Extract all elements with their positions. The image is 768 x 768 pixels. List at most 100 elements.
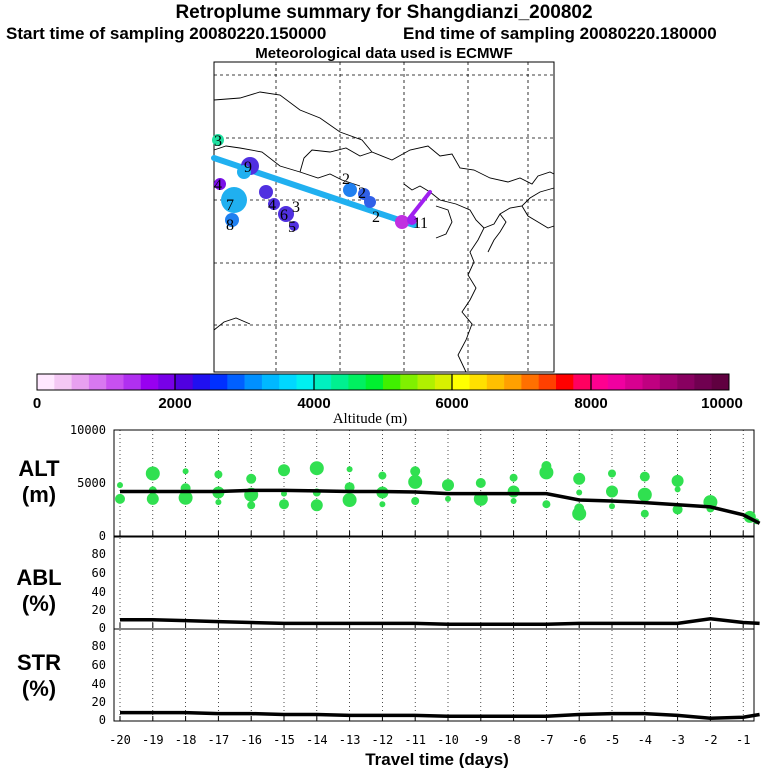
map-panel: 1 1 2 2 2 3 4 5 6 7 8 9 3 4 [211,61,555,373]
colorbar-tick-label: 6000 [435,395,468,412]
plume-label: 9 [244,159,252,176]
alt-scatter-point [509,473,518,482]
x-tick-label: -15 [273,733,295,747]
x-tick-labels: -20 -19 -18 -17 -16 -15 -14 -13 -12 -11 -10 -9 -8 -7 -… [109,733,750,747]
plume-label: 2 [358,185,366,202]
alt-scatter-point [606,485,618,498]
colorbar-tick-label: 0 [33,395,41,412]
alt-scatter-point [637,487,652,502]
colorbar-cell [210,374,228,390]
colorbar-cell [607,374,626,390]
x-tick-label: -2 [703,733,717,747]
colorbar: 0 2000 4000 6000 8000 10000 Altitude (m) [33,373,743,427]
alt-scatter-point [310,499,323,512]
colorbar-tick-label: 4000 [297,395,330,412]
colorbar-cells [37,374,730,390]
colorbar-tick-label: 2000 [158,395,191,412]
colorbar-cell [331,374,349,390]
plume-label: 6 [280,207,288,224]
colorbar-cell [296,374,315,390]
plume-label: 3 [214,133,222,150]
colorbar-cell [711,374,730,390]
x-tick-label: -10 [437,733,459,747]
alt-scatter-point [379,501,386,508]
str-ytick-label: 20 [92,695,106,709]
plume-marker [225,213,239,227]
start-time-label: Start time of sampling 20080220.150000 [6,24,327,43]
str-ytick-label: 80 [92,639,106,653]
colorbar-frame [36,373,730,391]
abl-ytick-label: 20 [92,603,106,617]
vertical-gridlines [119,430,744,721]
abl-line [120,617,760,627]
main-title: Retroplume summary for Shangdianzi_20080… [175,2,593,23]
alt-scatter-point [572,506,587,521]
colorbar-cell [556,374,574,390]
alt-scatter-point [475,478,486,488]
alt-scatter-point [145,466,160,481]
plume-marker [395,215,409,229]
alt-scatter-point [247,501,256,510]
abl-ytick-label: 80 [92,547,106,561]
plume-label: 3 [292,199,300,216]
alt-scatter-point [473,491,488,506]
alt-scatter-point [178,490,193,505]
abl-yticks: 80 60 40 20 0 [92,547,106,635]
colorbar-label: Altitude (m) [333,411,408,427]
alt-scatter-point [342,493,357,507]
plume-marker [278,206,294,222]
alt-scatter-point [640,509,649,518]
plume-marker [214,178,226,190]
plume-marker [268,198,280,210]
alt-scatter-point [442,479,454,492]
plume-marker [343,183,357,197]
plume-marker [289,221,299,231]
alt-scatter-point [346,466,353,473]
str-ytick-label: 60 [92,658,106,672]
colorbar-cell [348,374,366,390]
plume-marker [364,196,376,208]
x-axis-label: Travel time (days) [365,750,509,768]
alt-scatter-point [576,489,583,496]
alt-scatter-point [445,495,451,502]
alt-scatter-point [671,474,684,487]
x-tick-label: -3 [670,733,684,747]
x-tick-label: -4 [638,733,652,747]
alt-scatter-point [410,466,421,477]
plume-label: 5 [288,219,296,236]
colorbar-tick-labels: 0 2000 4000 6000 8000 10000 [33,395,743,412]
plume-label: 1 [413,215,421,232]
colorbar-cell [54,374,72,390]
plume-markers [212,134,417,231]
plume-marker [237,165,251,179]
x-tick-label: -14 [306,733,328,747]
alt-scatter-point [672,504,683,515]
colorbar-cell [123,374,142,390]
alt-yticks: 10000 5000 0 [70,423,106,543]
colorbar-cell [383,374,401,390]
str-ylabel-unit: (%) [22,676,56,701]
colorbar-cell [469,374,488,390]
colorbar-cell [452,374,470,390]
alt-ylabel-unit: (m) [22,482,56,507]
str-ytick-label: 40 [92,677,106,691]
colorbar-major-ticks [174,374,592,390]
colorbar-cell [88,374,107,390]
x-tick-label: -20 [109,733,131,747]
colorbar-cell [244,374,263,390]
colorbar-cell [261,374,280,390]
str-line [120,710,760,720]
colorbar-cell [417,374,436,390]
x-tick-label: -8 [506,733,520,747]
str-ylabel: STR [17,650,61,675]
alt-scatter-point [182,468,189,475]
alt-median-line [120,488,761,525]
colorbar-cell [140,374,159,390]
map-gridlines [214,62,554,372]
alt-scatter-point [278,464,290,477]
plume-marker [212,134,224,146]
plume-label: 2 [342,171,350,188]
colorbar-cell [313,374,332,390]
colorbar-cell [71,374,90,390]
